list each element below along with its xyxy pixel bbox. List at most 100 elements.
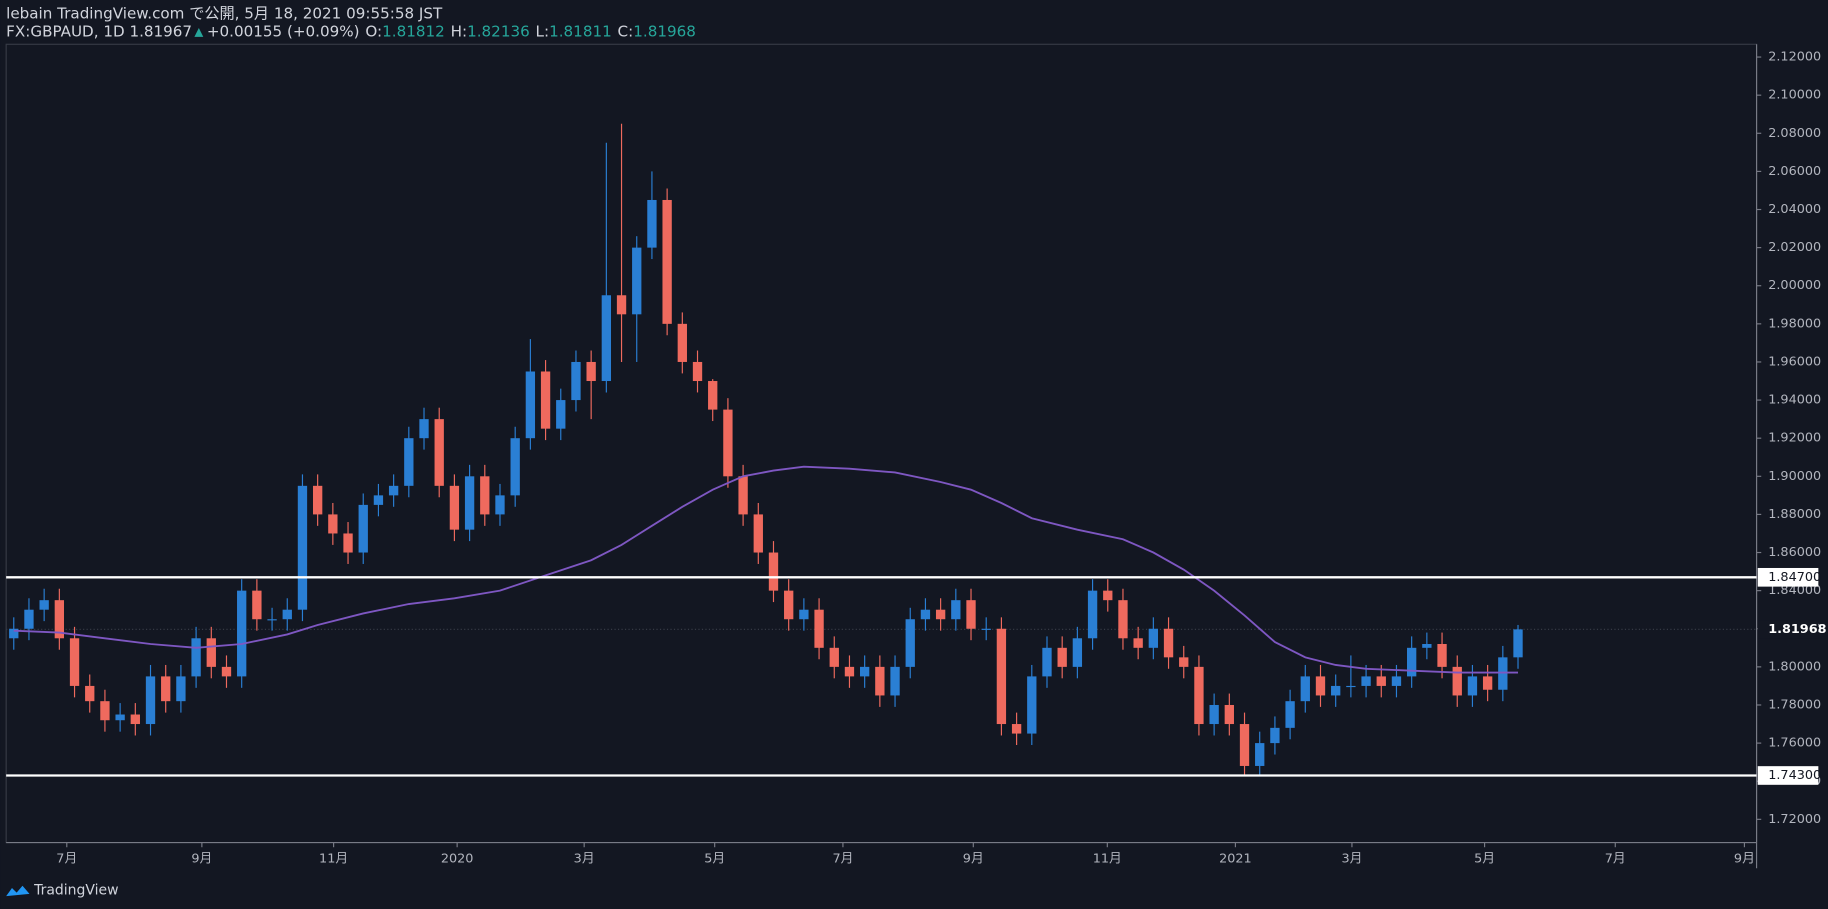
- candle-body: [252, 590, 262, 620]
- candle-body: [1087, 590, 1098, 639]
- candle-body: [738, 476, 748, 515]
- candle-body: [829, 647, 839, 667]
- candle-body: [1027, 676, 1037, 734]
- close-value: 1.81968: [633, 22, 696, 40]
- candle-body: [1391, 676, 1402, 686]
- candle-body: [161, 676, 171, 702]
- symbol: FX:GBPAUD, 1D 1.81967: [6, 22, 192, 40]
- candle-body: [373, 495, 384, 505]
- y-tick-label: 1.72000: [1768, 812, 1821, 827]
- y-tick-label: 2.06000: [1768, 164, 1821, 179]
- x-tick-label: 7月: [1605, 851, 1626, 866]
- y-tick-label: 1.90000: [1768, 469, 1821, 484]
- level-label-box: [1757, 567, 1819, 587]
- candle-body: [206, 638, 216, 667]
- x-tick-label: 5月: [704, 851, 725, 866]
- candle-body: [844, 666, 855, 677]
- candle-body: [1011, 724, 1022, 734]
- candle-body: [677, 323, 687, 362]
- y-tick-label: 1.92000: [1768, 431, 1821, 446]
- candle-body: [1118, 600, 1128, 639]
- y-tick-label: 1.86000: [1768, 545, 1821, 560]
- candle-body: [875, 666, 885, 696]
- open-value: 1.81812: [382, 22, 445, 40]
- candle-body: [1331, 685, 1341, 696]
- candle-body: [267, 619, 277, 621]
- low-value: 1.81811: [549, 22, 612, 40]
- x-tick-label: 7月: [832, 851, 853, 866]
- x-tick-label: 9月: [191, 851, 212, 866]
- candle-body: [1422, 644, 1432, 648]
- candle-body: [1103, 590, 1113, 601]
- candle-body: [1346, 685, 1356, 688]
- close-label: C:: [618, 22, 634, 40]
- candle-body: [54, 600, 65, 639]
- candle-body: [768, 552, 779, 591]
- candle-body: [753, 514, 763, 553]
- candle-body: [1133, 638, 1143, 648]
- x-tick-label: 11月: [1093, 851, 1122, 866]
- candle-body: [996, 628, 1007, 725]
- x-tick-label: 3月: [574, 851, 595, 866]
- x-tick-label: 5月: [1474, 851, 1495, 866]
- x-tick-label: 2021: [1219, 851, 1252, 866]
- candle-body: [388, 485, 399, 496]
- y-tick-label: 2.12000: [1768, 50, 1821, 65]
- candle-body: [1270, 727, 1280, 744]
- candle-body: [662, 199, 672, 324]
- candle-body: [495, 495, 505, 515]
- candle-body: [1239, 724, 1250, 766]
- moving-average: [13, 465, 1519, 674]
- candle-body: [24, 609, 34, 629]
- candle-body: [1285, 701, 1295, 728]
- candle-body: [1255, 743, 1265, 766]
- candle-body: [480, 476, 490, 515]
- candle-body: [312, 485, 323, 515]
- low-label: L:: [536, 22, 550, 40]
- candle-body: [464, 476, 475, 530]
- y-tick-label: 1.76000: [1768, 736, 1821, 751]
- publish-info: lebain TradingView.com で公開, 5月 18, 2021 …: [6, 4, 443, 22]
- candle-body: [9, 628, 19, 639]
- candle-body: [784, 590, 794, 620]
- y-tick-label: 2.00000: [1768, 278, 1821, 293]
- candle-body: [1163, 628, 1174, 658]
- candle-body: [1148, 628, 1159, 648]
- y-tick-label: 1.78000: [1768, 697, 1821, 712]
- candle-body: [935, 609, 946, 620]
- candle-body: [920, 609, 931, 620]
- candle-body: [814, 609, 824, 648]
- candle-body: [328, 514, 338, 534]
- symbol-info: FX:GBPAUD, 1D 1.81967 ▲ +0.00155 (+0.09%) O…: [6, 22, 696, 40]
- candle-body: [1513, 629, 1523, 658]
- candle-body: [510, 438, 520, 496]
- candle-body: [799, 609, 809, 620]
- candle-body: [343, 533, 353, 553]
- y-tick-label: 1.94000: [1768, 393, 1821, 408]
- x-tick-label: 3月: [1341, 851, 1362, 866]
- last-price-box: [1757, 620, 1819, 639]
- candle-body: [1057, 647, 1067, 667]
- candle-body: [145, 676, 156, 725]
- candle-body: [586, 361, 596, 382]
- candle-body: [1437, 644, 1447, 667]
- level-label: 1.74300: [1768, 768, 1821, 783]
- candle-body: [1467, 676, 1478, 696]
- logo-icon: [6, 885, 30, 897]
- level-label: 1.84700: [1768, 570, 1821, 585]
- change-arrow: ▲: [194, 24, 203, 38]
- plot: [6, 123, 1757, 776]
- change: +0.00155 (+0.09%): [207, 22, 360, 40]
- candle-body: [859, 666, 870, 677]
- candle-body: [1361, 676, 1371, 686]
- y-tick-label: 1.88000: [1768, 507, 1821, 522]
- candle-body: [176, 676, 186, 702]
- footer-logo[interactable]: TradingView: [6, 882, 119, 898]
- y-tick-label: 1.80000: [1768, 659, 1821, 674]
- high-value: 1.82136: [467, 22, 530, 40]
- y-tick-label: 2.08000: [1768, 126, 1821, 141]
- candle-body: [647, 199, 657, 248]
- candle-body: [981, 628, 991, 630]
- candle-body: [297, 485, 308, 610]
